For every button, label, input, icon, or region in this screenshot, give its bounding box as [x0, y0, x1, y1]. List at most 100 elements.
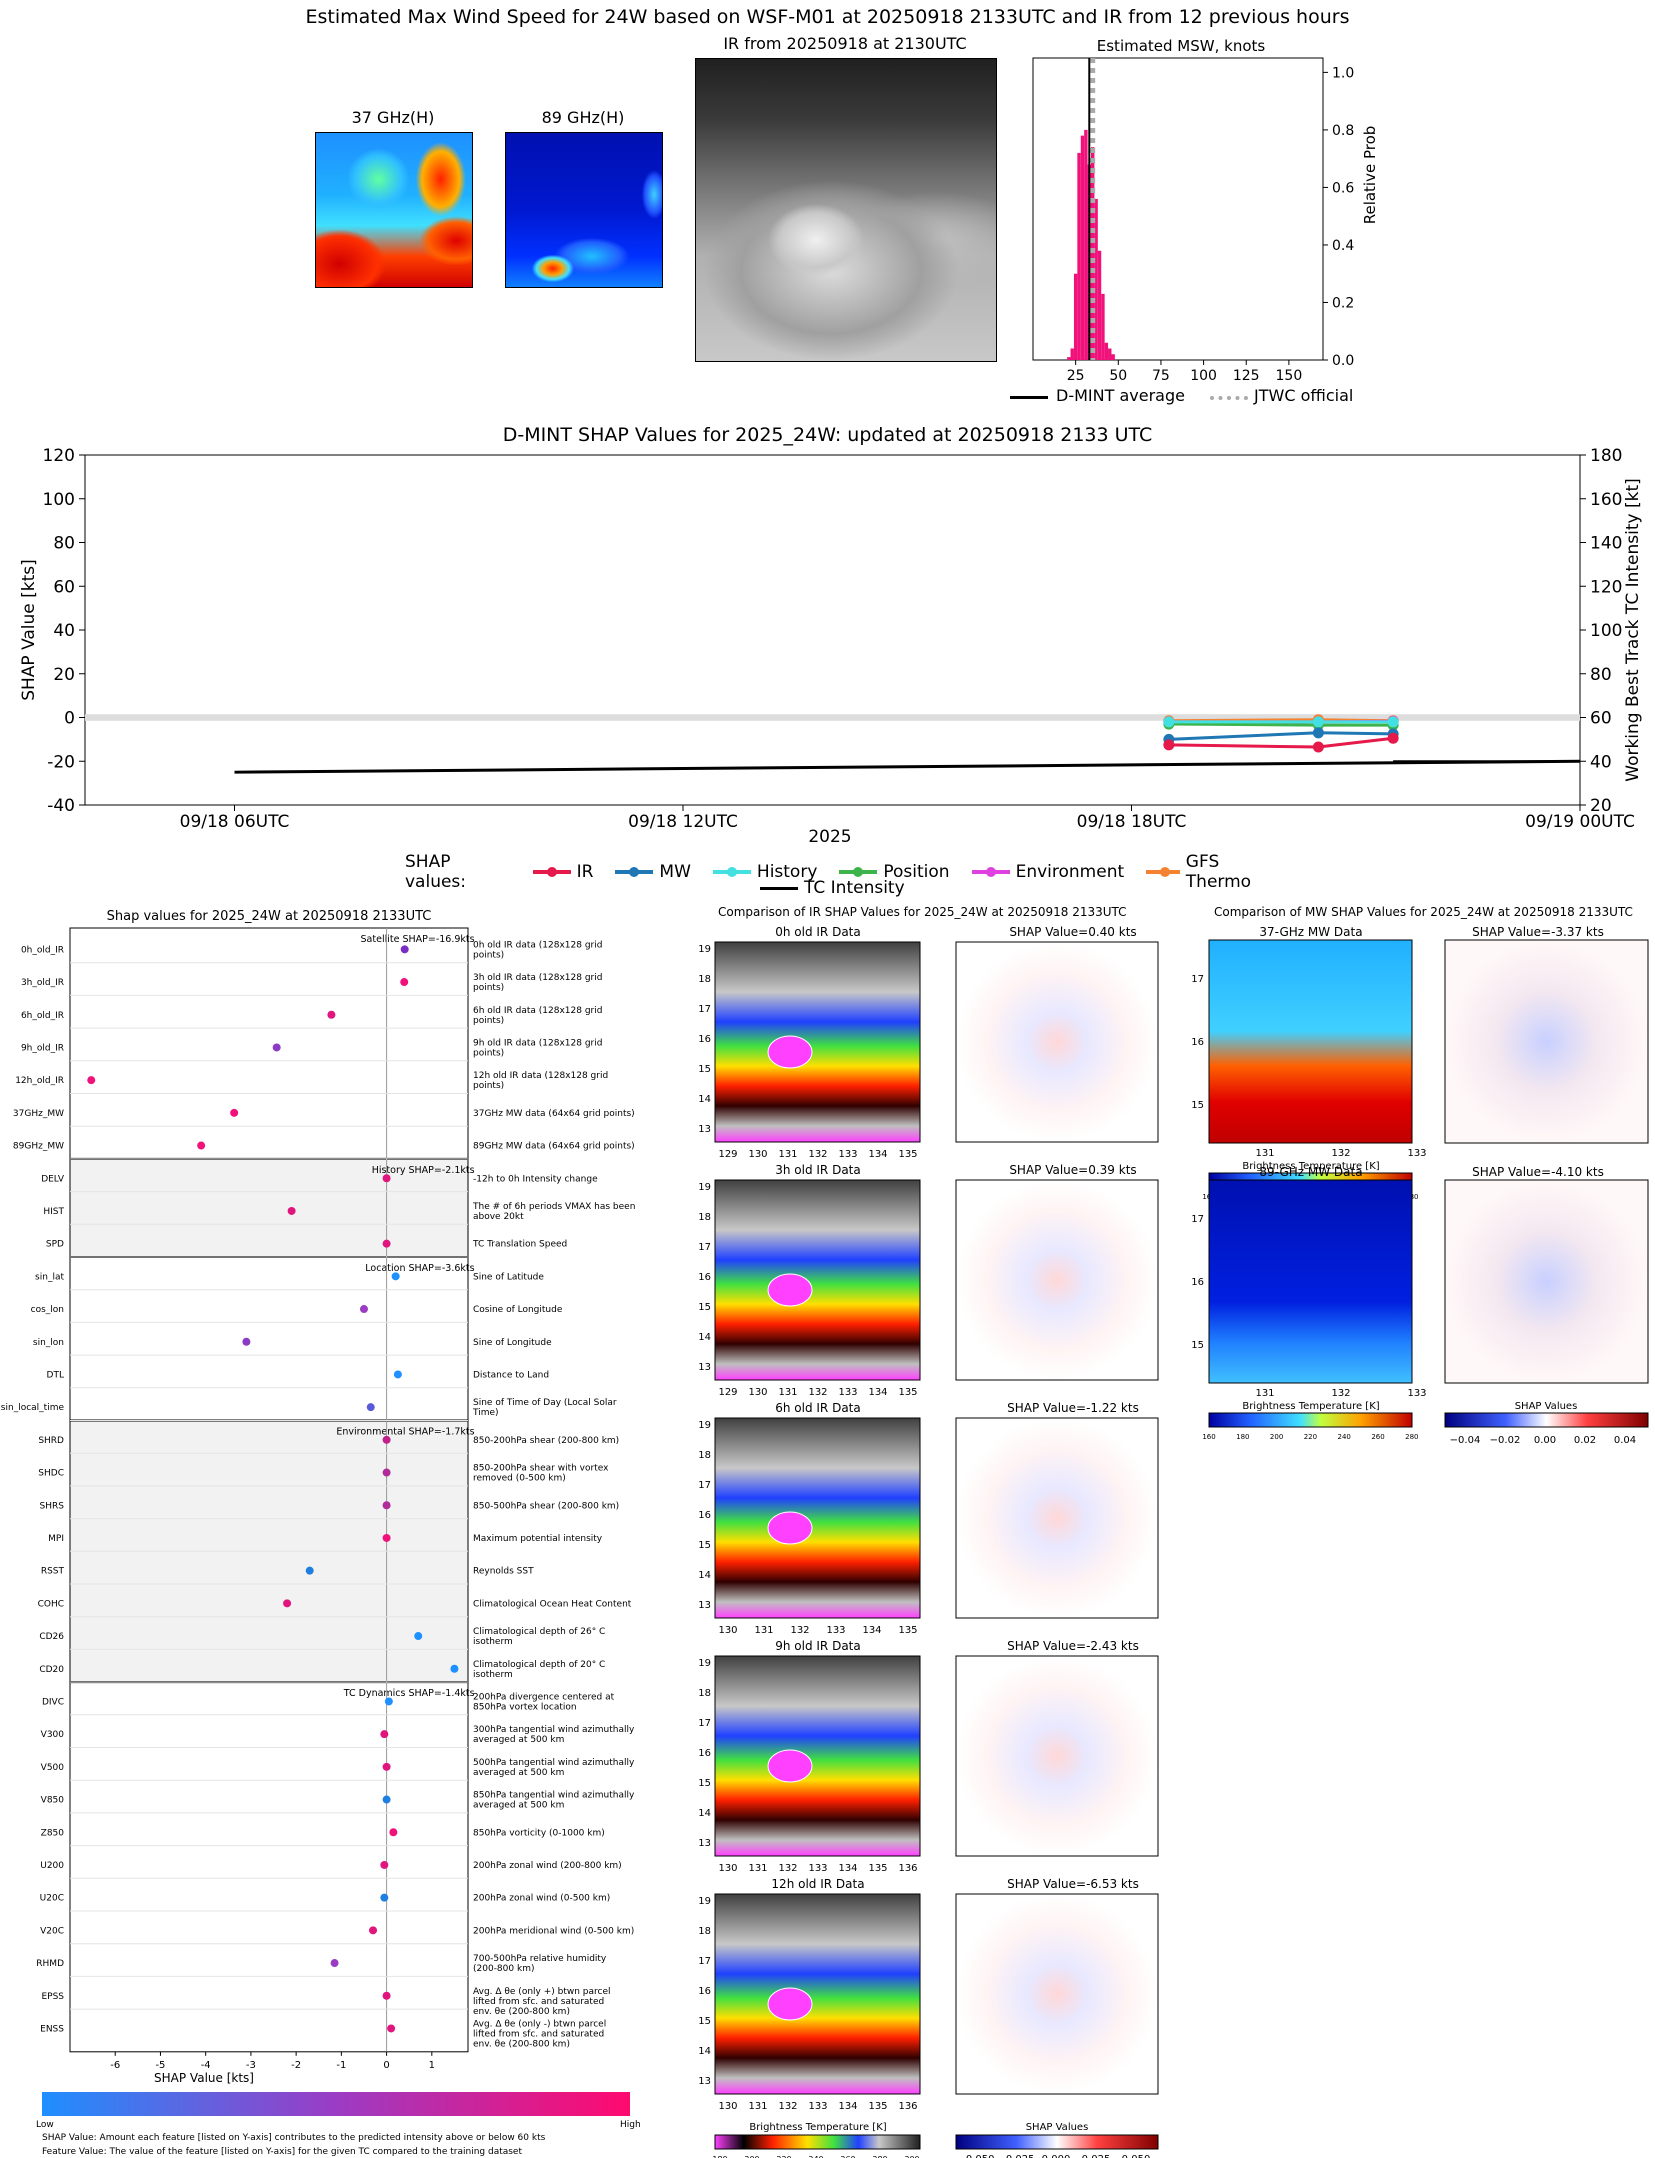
- ir-ytick: 18: [698, 1926, 711, 1937]
- ir-ytick: 18: [698, 1212, 711, 1223]
- feature-colorbar: [42, 2092, 630, 2116]
- feature-name: cos_lon: [31, 1305, 64, 1315]
- ir-ytick: 18: [698, 974, 711, 985]
- legend-gfs: GFS Thermo: [1146, 852, 1278, 892]
- feature-name: RSST: [41, 1567, 65, 1577]
- legend-position: Position: [839, 862, 950, 882]
- ir-xtick: 130: [718, 2101, 737, 2112]
- ir-ytick: 14: [698, 1808, 711, 1819]
- feature-desc: -12h to 0h Intensity change: [473, 1174, 598, 1184]
- feature-name: V20C: [40, 1926, 64, 1936]
- feature-desc: 700-500hPa relative humidity (200-800 km): [473, 1954, 607, 1974]
- ir-xtick: 131: [754, 1625, 773, 1636]
- feature-desc: Sine of Longitude: [473, 1338, 552, 1348]
- fs-xtick: -1: [336, 2060, 346, 2071]
- feature-name: sin_lat: [35, 1272, 64, 1282]
- ir-ytick: 19: [698, 1658, 711, 1669]
- ir-xtick: 133: [838, 1149, 857, 1160]
- feature-name: ENSS: [40, 2024, 64, 2034]
- feature-point: [382, 1435, 391, 1444]
- hist-ytick: 0.8: [1332, 123, 1354, 139]
- shap-panel-image: [955, 1179, 1159, 1381]
- series-point: [1312, 741, 1324, 753]
- hist-bar: [1104, 342, 1109, 360]
- feature-point: [382, 1174, 391, 1183]
- feature-point: [382, 1468, 391, 1477]
- ir-cb-tick: 200: [744, 2155, 759, 2158]
- shap-colorbar: [955, 2134, 1159, 2150]
- mw-xtick: 133: [1407, 1388, 1426, 1399]
- legend-ir: IR: [532, 862, 593, 882]
- feature-desc: 200hPa zonal wind (0-500 km): [473, 1894, 610, 1904]
- ir-ytick: 13: [698, 1124, 711, 1135]
- ir-ytick: 16: [698, 1510, 711, 1521]
- mw-shap-cb-label: SHAP Values: [1515, 1401, 1578, 1412]
- shap-panel-image: [955, 1417, 1159, 1619]
- ir-ytick: 14: [698, 1570, 711, 1581]
- feature-point: [400, 978, 409, 987]
- shap-cb-tick: −0.050: [957, 2154, 994, 2158]
- feature-desc: Maximum potential intensity: [473, 1534, 603, 1544]
- ir-xtick: 132: [790, 1625, 809, 1636]
- group-label: Satellite SHAP=-16.9kts: [361, 934, 475, 945]
- ir-ytick: 15: [698, 2016, 711, 2027]
- mw-ytick: 16: [1191, 1037, 1204, 1048]
- shap-panel-image: [955, 1893, 1159, 2095]
- series-point: [1387, 732, 1399, 744]
- mw-shap-colorbar: [1444, 1412, 1649, 1428]
- hist-bar: [1080, 135, 1085, 360]
- ir-colorbar: [714, 2134, 921, 2150]
- fs-xlabel: SHAP Value [kts]: [154, 2071, 254, 2085]
- feature-point: [382, 1501, 391, 1510]
- shap-row-title: SHAP Value=-2.43 kts: [1007, 1639, 1139, 1653]
- hist-xtick: 50: [1109, 368, 1127, 380]
- shap-row-title: SHAP Value=0.40 kts: [1009, 925, 1136, 939]
- ir-ytick: 19: [698, 1896, 711, 1907]
- hist-ytick: 0.6: [1332, 180, 1354, 196]
- ir-xtick: 135: [898, 1625, 917, 1636]
- tc-intensity-line: [234, 759, 1581, 774]
- series-point: [1387, 716, 1399, 728]
- ir-ytick: 19: [698, 1182, 711, 1193]
- legend-dmint: D-MINT average: [1056, 386, 1185, 405]
- feature-point: [382, 1533, 391, 1542]
- ir-panel-image: [714, 941, 921, 1143]
- mw-ytick: 16: [1191, 1277, 1204, 1288]
- mw-ytick: 17: [1191, 974, 1204, 985]
- mw-xtick: 132: [1331, 1388, 1350, 1399]
- hist-xtick: 150: [1276, 368, 1303, 380]
- ir-ytick: 18: [698, 1450, 711, 1461]
- ts-xtick: 09/19 00UTC: [1525, 812, 1635, 832]
- mw-cb-tick: 200: [1270, 1433, 1283, 1441]
- feature-desc: 300hPa tangential wind azimuthally averag…: [473, 1725, 635, 1745]
- feature-point: [382, 1762, 391, 1771]
- feature-desc: 850-200hPa shear with vortex removed (0-5…: [473, 1464, 609, 1484]
- panel-ir-title: IR from 20250918 at 2130UTC: [723, 34, 967, 53]
- mw-row-title: 89-GHz MW Data: [1259, 1165, 1362, 1179]
- feature-name: V500: [41, 1763, 65, 1773]
- hist-bar: [1111, 354, 1115, 360]
- mw-xtick: 132: [1331, 1148, 1350, 1159]
- hist-ytick: 0.0: [1332, 353, 1354, 369]
- ir-ytick: 15: [698, 1302, 711, 1313]
- ir-row-title: 6h old IR Data: [775, 1401, 861, 1415]
- feature-desc: 500hPa tangential wind azimuthally averag…: [473, 1758, 635, 1778]
- mw-ytick: 15: [1191, 1340, 1204, 1351]
- ir-ytick: 16: [698, 1272, 711, 1283]
- ts-ytick-right: 160: [1590, 490, 1622, 510]
- hist-bar: [1073, 273, 1078, 360]
- ir-cold-core: [767, 1511, 813, 1545]
- legend-tc-intensity: TC Intensity: [760, 878, 905, 898]
- fs-xtick: 1: [429, 2060, 435, 2071]
- feature-point: [359, 1305, 368, 1314]
- fs-xtick: -5: [155, 2060, 165, 2071]
- ir-xtick: 131: [748, 2101, 767, 2112]
- ir-panel-image: [714, 1179, 921, 1381]
- ts-xtick: 09/18 18UTC: [1077, 812, 1187, 832]
- feature-name: SHDC: [38, 1469, 64, 1479]
- mw-cb-tick: 220: [1304, 1433, 1317, 1441]
- fs-xtick: -6: [110, 2060, 120, 2071]
- feature-desc: Avg. Δ θe (only +) btwn parcel lifted fro…: [473, 1987, 611, 2017]
- fs-xtick: -2: [291, 2060, 301, 2071]
